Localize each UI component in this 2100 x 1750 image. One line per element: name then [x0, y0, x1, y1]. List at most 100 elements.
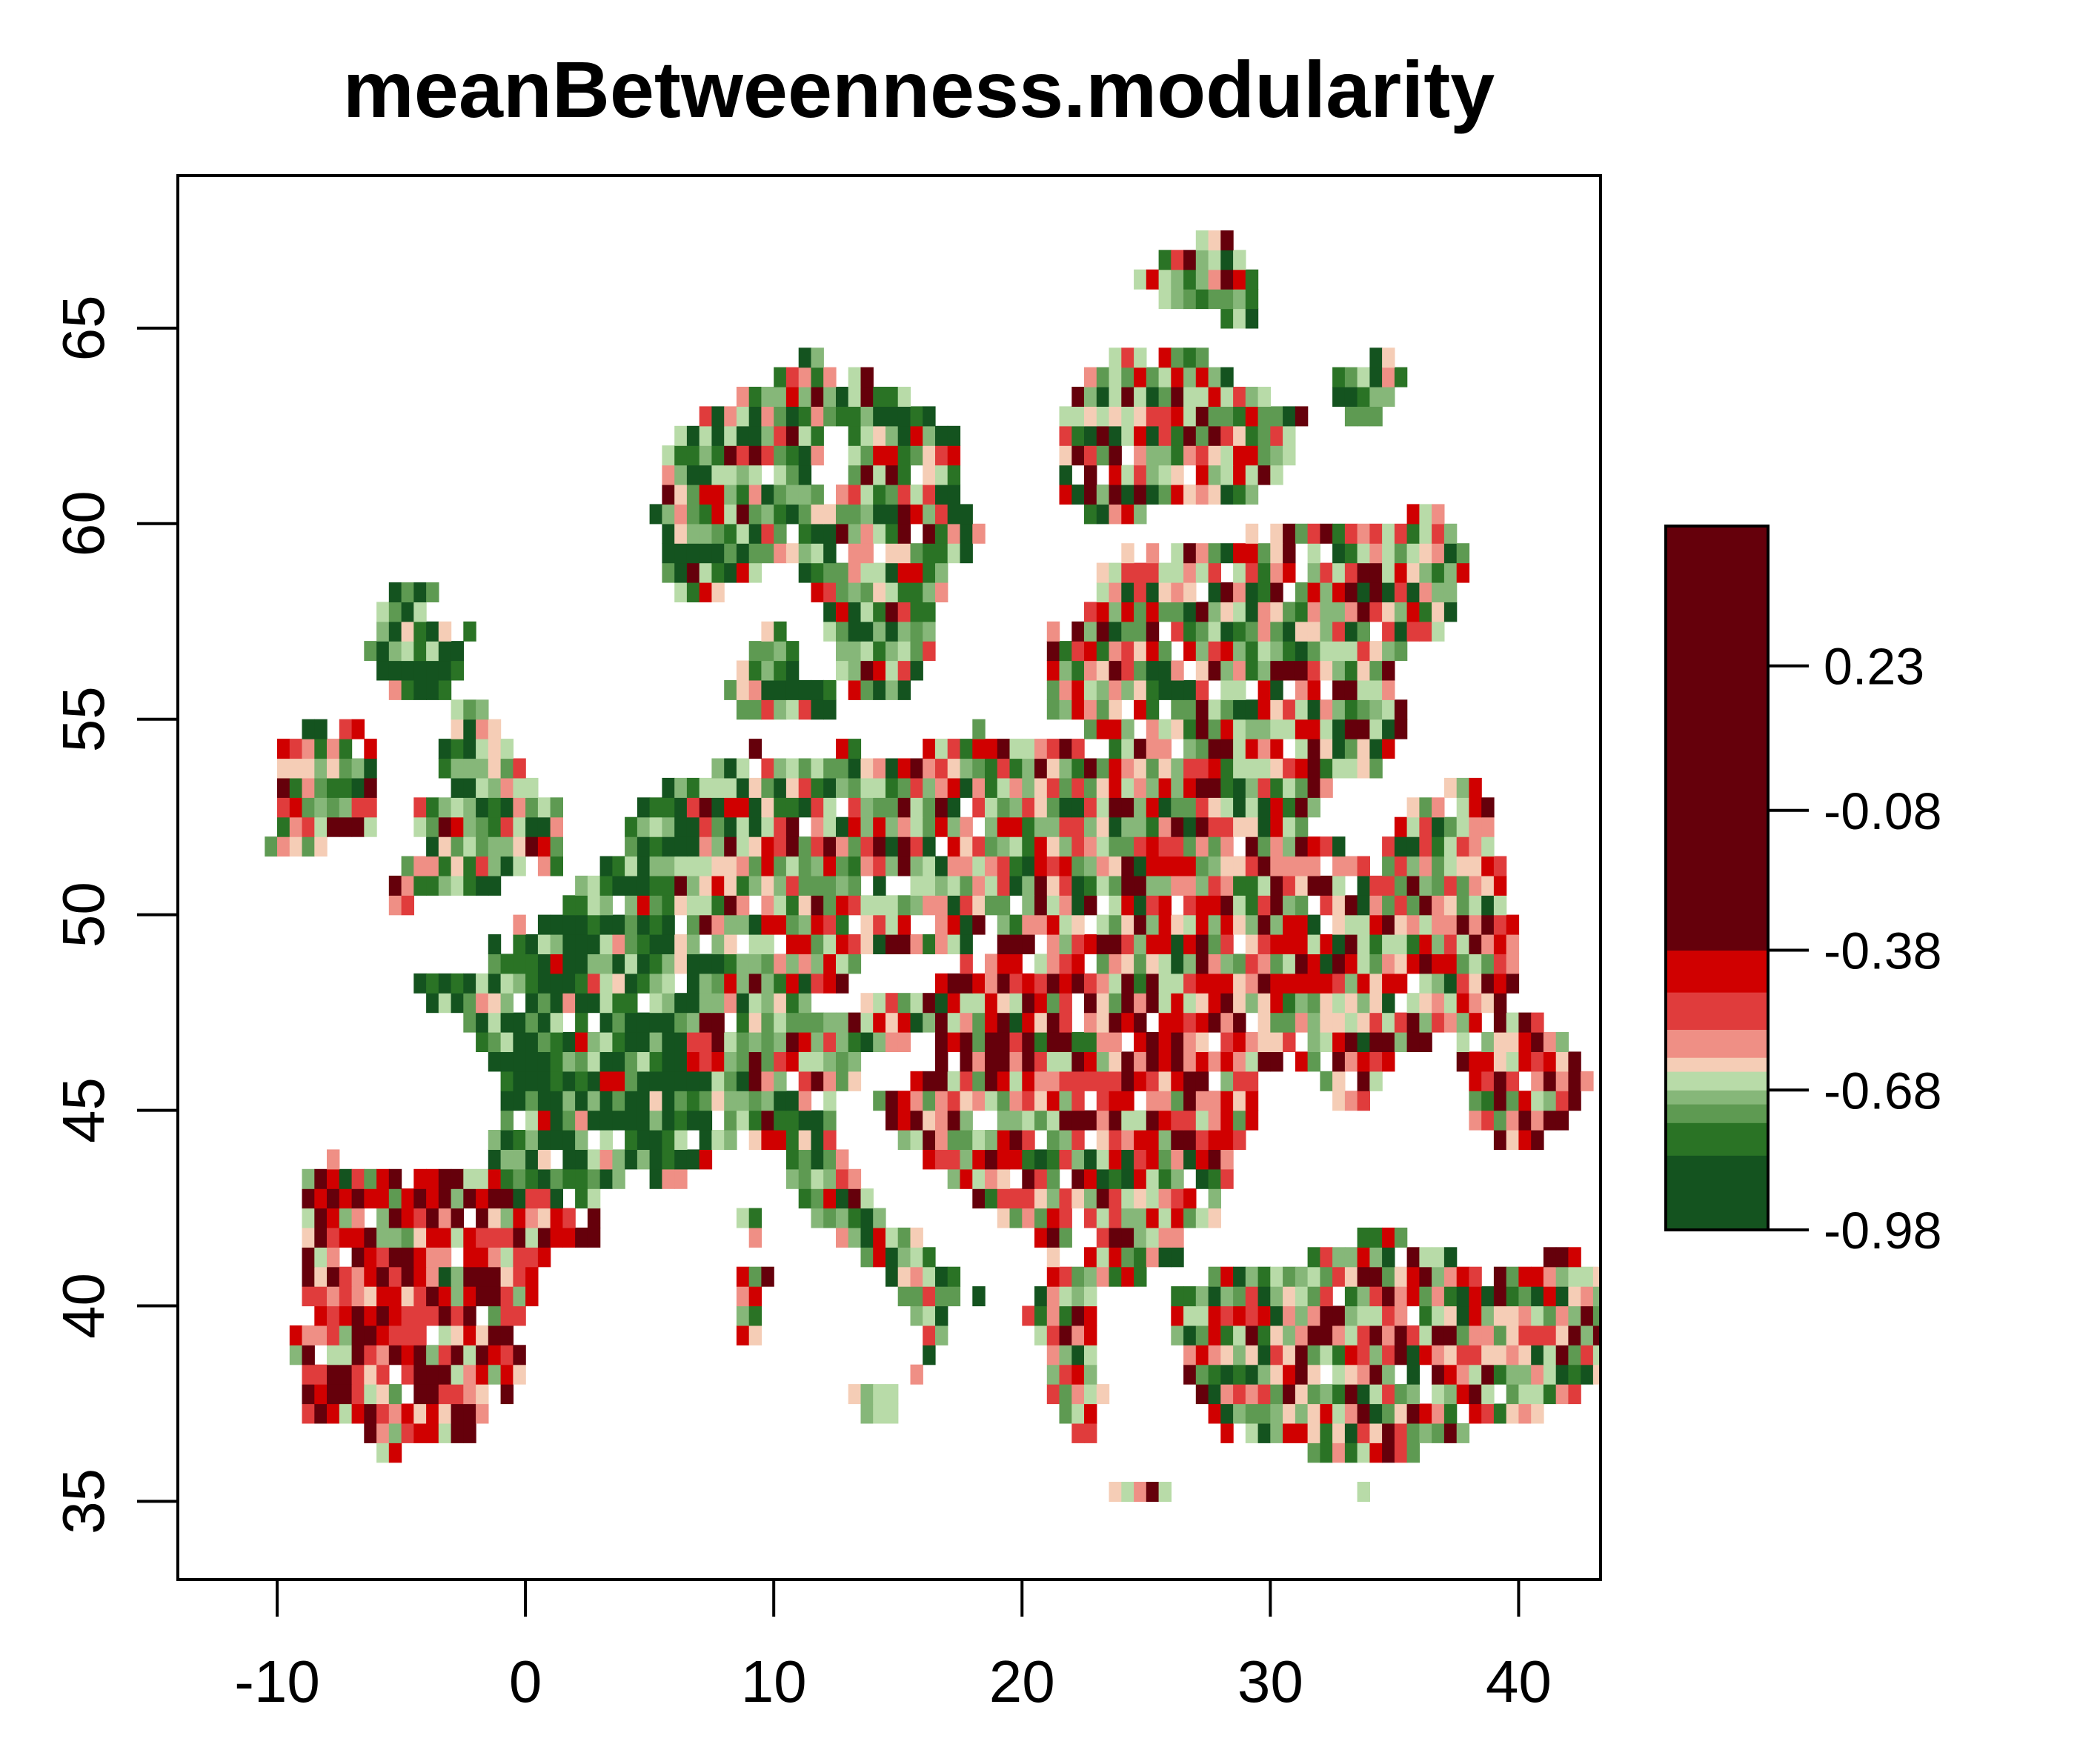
raster-cell [1307, 797, 1320, 818]
raster-cell [960, 973, 973, 994]
raster-cell [848, 1188, 862, 1209]
raster-cell [1469, 1051, 1482, 1072]
raster-cell [1481, 797, 1495, 818]
raster-cell [1270, 1345, 1283, 1365]
raster-cell [1506, 1345, 1520, 1365]
raster-cell [1046, 993, 1060, 1014]
raster-cell [686, 1110, 700, 1131]
raster-cell [1493, 1051, 1507, 1072]
raster-cell [1208, 954, 1221, 974]
raster-cell [364, 1364, 377, 1385]
raster-cell [1270, 1286, 1283, 1307]
raster-cell [1134, 1482, 1147, 1502]
raster-cell [438, 1227, 452, 1248]
raster-cell [1357, 582, 1370, 602]
raster-cell [1022, 1149, 1035, 1170]
raster-cell [873, 660, 886, 681]
raster-cell [674, 1091, 688, 1111]
raster-cell [1245, 641, 1259, 662]
raster-cell [711, 504, 725, 525]
raster-cell [724, 914, 737, 935]
raster-cell [625, 836, 638, 857]
raster-cell [500, 1130, 514, 1150]
raster-cell [1357, 1091, 1370, 1111]
raster-cell [1158, 269, 1172, 290]
raster-cell [724, 816, 737, 837]
raster-cell [811, 1071, 824, 1091]
raster-cell [438, 816, 452, 837]
raster-cell [327, 1305, 340, 1326]
raster-cell [935, 562, 948, 583]
raster-cell [1369, 1032, 1383, 1052]
raster-cell [1357, 1423, 1370, 1443]
raster-cell [1344, 1032, 1358, 1052]
raster-cell [1432, 934, 1445, 954]
raster-cell [1059, 425, 1072, 446]
raster-cell [587, 895, 601, 916]
raster-cell [488, 1364, 502, 1385]
raster-cell [686, 777, 700, 798]
raster-cell [1245, 1032, 1259, 1052]
raster-cell [736, 543, 750, 564]
raster-cell [388, 582, 402, 602]
raster-cell [1469, 934, 1482, 954]
raster-cell [923, 465, 936, 485]
raster-cell [1419, 1345, 1432, 1365]
raster-cell [736, 797, 750, 818]
raster-cell [910, 1266, 923, 1287]
raster-cell [575, 1051, 588, 1072]
raster-cell [1456, 895, 1470, 916]
raster-cell [1307, 1032, 1320, 1052]
raster-cell [637, 797, 651, 818]
raster-cell [1481, 856, 1495, 876]
raster-cell [923, 504, 936, 525]
raster-cell [798, 485, 812, 505]
raster-cell [388, 1305, 402, 1326]
raster-cell [1369, 1384, 1383, 1405]
raster-cell [1581, 1286, 1594, 1307]
raster-cell [476, 758, 489, 779]
raster-cell [488, 973, 502, 994]
raster-cell [1195, 621, 1209, 642]
raster-cell [1406, 602, 1420, 622]
raster-cell [1034, 836, 1048, 857]
raster-cell [599, 914, 613, 935]
raster-cell [785, 993, 800, 1014]
raster-cell [500, 1091, 514, 1111]
raster-cell [774, 1071, 787, 1091]
raster-cell [1469, 993, 1482, 1014]
raster-cell [1171, 425, 1184, 446]
raster-cell [1257, 1305, 1271, 1326]
raster-cell [699, 445, 713, 466]
raster-cell [388, 1266, 402, 1287]
raster-cell [637, 934, 651, 954]
raster-cell [848, 406, 862, 427]
raster-cell [1518, 1051, 1532, 1072]
raster-cell [836, 1012, 849, 1033]
raster-cell [1245, 387, 1259, 407]
raster-cell [1208, 856, 1221, 876]
y-tick-label: 55 [50, 686, 116, 752]
raster-cell [1134, 347, 1147, 368]
raster-cell [1543, 1051, 1557, 1072]
raster-cell [785, 504, 800, 525]
raster-cell [1046, 973, 1060, 994]
raster-cell [1295, 954, 1309, 974]
raster-cell [1096, 1149, 1110, 1170]
raster-cell [388, 875, 402, 896]
raster-cell [1183, 1305, 1197, 1326]
raster-cell [1344, 934, 1358, 954]
raster-cell [798, 875, 812, 896]
raster-cell [587, 973, 601, 994]
raster-cell [662, 1012, 675, 1033]
raster-cell [649, 1168, 662, 1189]
raster-cell [438, 758, 452, 779]
raster-cell [1220, 1110, 1234, 1131]
raster-cell [1270, 1305, 1283, 1326]
raster-cell [885, 1012, 899, 1033]
raster-cell [1195, 465, 1209, 485]
raster-cell [1084, 1325, 1097, 1345]
raster-cell [1257, 425, 1271, 446]
raster-cell [1320, 719, 1333, 739]
